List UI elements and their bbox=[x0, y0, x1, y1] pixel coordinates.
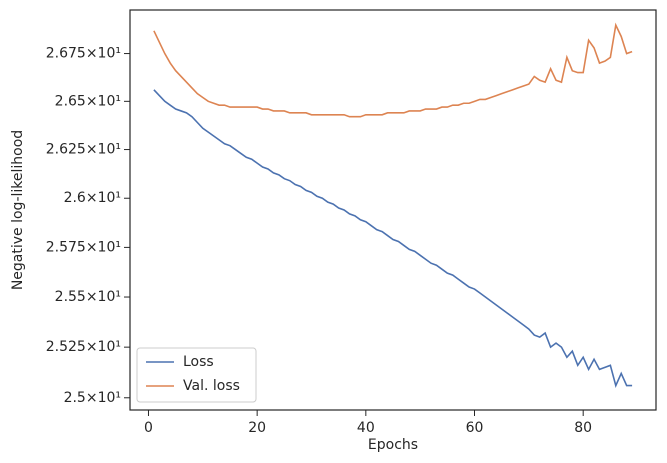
y-tick-label: 2.6×10¹ bbox=[64, 190, 121, 206]
y-tick-label: 2.5×10¹ bbox=[64, 390, 121, 406]
plot-frame bbox=[129, 9, 657, 411]
x-tick-label: 20 bbox=[248, 420, 266, 436]
legend-label: Loss bbox=[183, 354, 214, 370]
x-axis-label: Epochs bbox=[368, 437, 418, 453]
y-axis-label: Negative log-likelihood bbox=[10, 130, 26, 290]
y-tick-label: 2.625×10¹ bbox=[46, 142, 121, 158]
y-tick-label: 2.55×10¹ bbox=[55, 289, 121, 305]
y-tick-label: 2.525×10¹ bbox=[46, 339, 121, 355]
y-tick-label: 2.675×10¹ bbox=[46, 46, 121, 62]
legend-label: Val. loss bbox=[183, 378, 240, 394]
y-tick-label: 2.65×10¹ bbox=[55, 93, 121, 109]
x-tick-label: 60 bbox=[466, 420, 484, 436]
x-tick-label: 0 bbox=[144, 420, 153, 436]
x-tick-label: 80 bbox=[574, 420, 592, 436]
series-line bbox=[153, 22, 633, 118]
x-tick-label: 40 bbox=[357, 420, 375, 436]
y-tick-label: 2.575×10¹ bbox=[46, 239, 121, 255]
series-line bbox=[153, 89, 633, 388]
